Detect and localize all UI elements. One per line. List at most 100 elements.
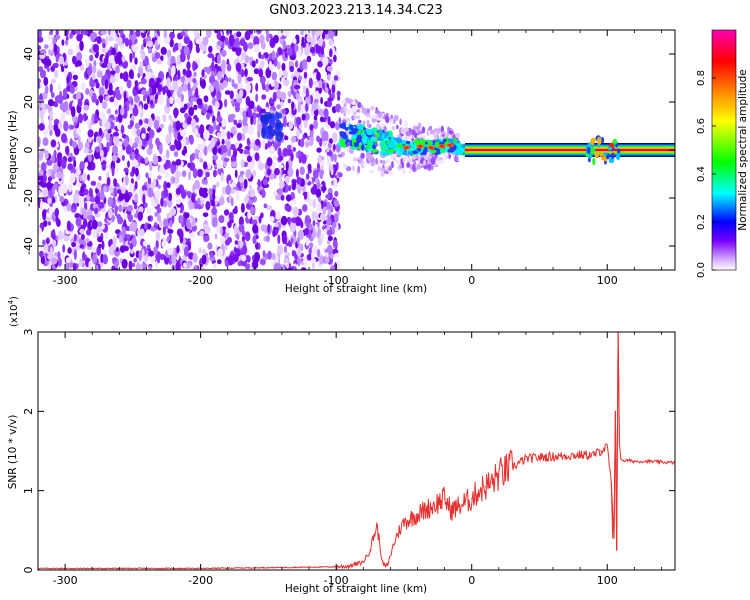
snr-data-point: [437, 502, 439, 504]
spectrogram-noise-cell: [296, 37, 300, 43]
spectrogram-noise-cell: [202, 223, 209, 231]
spectrogram-noise-cell: [259, 34, 265, 45]
spectrogram-noise-cell: [123, 219, 127, 227]
spectrogram-scatter-cell: [366, 108, 370, 114]
spectrogram-noise-cell: [299, 166, 305, 176]
snr-data-point: [416, 513, 419, 516]
spectrogram-noise-cell: [103, 57, 107, 66]
spectrogram-noise-cell: [166, 89, 172, 98]
spectrogram-noise-cell: [282, 70, 288, 79]
spectrogram-noise-cell: [130, 64, 137, 71]
spectrogram-noise-cell: [52, 239, 57, 247]
spectrogram-noise-cell: [242, 116, 247, 127]
spectrogram-noise-cell: [284, 52, 288, 58]
spectrogram-noise-cell: [144, 156, 149, 164]
spectrogram-noise-cell: [326, 214, 330, 225]
spectrogram-scatter-cell: [358, 160, 362, 164]
spectrogram-ridge-cell: [361, 132, 367, 138]
spectrogram-disturbance-cell: [586, 146, 591, 154]
spectrogram-noise-cell: [256, 30, 261, 33]
spectrogram-noise-cell: [196, 168, 203, 178]
spectrogram-scatter-cell: [375, 123, 381, 130]
spectrogram-noise-cell: [96, 182, 102, 190]
spectrogram-scatter-cell: [357, 101, 362, 109]
spectrogram-noise-cell: [54, 69, 59, 79]
spectrogram-noise-cell: [262, 84, 266, 91]
spectrogram-noise-cell: [230, 197, 234, 207]
snr-ylabel: SNR (10 * v/v): [7, 415, 19, 490]
spectrogram-noise-cell: [329, 48, 333, 58]
spectrogram-noise-cell: [285, 108, 289, 114]
spectrogram-noise-cell: [42, 210, 47, 221]
spectrogram-ridge-cell: [395, 147, 400, 153]
spectrogram-noise-cell: [139, 228, 145, 237]
spectrogram-noise-cell: [319, 116, 325, 123]
spectrogram-noise-cell: [214, 30, 219, 34]
spectrogram-noise-cell: [198, 247, 202, 254]
spectrogram-noise-cell: [94, 132, 97, 140]
spectrogram-noise-cell: [282, 30, 288, 37]
spectrogram-noise-cell: [308, 198, 313, 207]
spectrogram-noise-cell: [309, 46, 316, 54]
spectrogram-noise-cell: [188, 40, 193, 51]
spectrogram-noise-cell: [91, 219, 98, 230]
spectrogram-noise-cell: [114, 109, 118, 115]
spectrogram-noise-cell: [294, 43, 298, 54]
spectrogram-noise-cell: [69, 138, 73, 147]
spectrogram-noise-cell: [94, 113, 97, 124]
spectrogram-noise-cell: [95, 82, 100, 89]
spectrogram-noise-cell: [329, 164, 334, 172]
spectrogram-noise-cell: [180, 75, 185, 83]
spectrogram-noise-cell: [178, 42, 183, 51]
spectrogram-noise-cell: [328, 138, 333, 144]
spectrogram-noise-cell: [115, 65, 120, 75]
spectrogram-noise-cell: [208, 125, 214, 134]
spectrogram-noise-cell: [194, 32, 201, 40]
snr-data-point: [471, 498, 473, 500]
spectrogram-noise-cell: [266, 235, 270, 243]
spectrogram-noise-cell: [277, 147, 282, 158]
spectrogram-disturbance-cell: [597, 137, 602, 145]
spectrogram-noise-cell: [245, 168, 252, 179]
spectrogram-noise-cell: [235, 104, 240, 113]
spectrogram-noise-cell: [39, 250, 44, 258]
spectrogram-noise-cell: [146, 71, 153, 78]
spectrogram-noise-cell: [95, 99, 99, 106]
spectrogram-noise-cell: [147, 215, 151, 222]
spectrogram-noise-cell: [141, 133, 146, 140]
snr-data-point: [579, 454, 581, 456]
spectrogram-noise-cell: [169, 38, 174, 48]
spectrogram-noise-cell: [130, 248, 134, 254]
spectrogram-noise-cell: [92, 43, 99, 53]
spectrogram-noise-cell: [108, 55, 115, 64]
spectrogram-noise-cell: [107, 196, 114, 207]
snr-xlabel: Height of straight line (km): [285, 583, 427, 595]
spectrogram-scatter-cell: [427, 129, 431, 135]
spectrogram-noise-cell: [272, 228, 276, 238]
spectrogram-ridge-cell: [339, 123, 346, 129]
spectrogram-noise-cell: [240, 158, 245, 169]
spectrogram-scatter-cell: [391, 125, 396, 131]
spectrogram-noise-cell: [88, 154, 92, 163]
spectrogram-noise-cell: [284, 175, 290, 184]
spectrogram-noise-cell: [203, 146, 208, 156]
spectrogram-noise-cell: [39, 224, 44, 229]
spectrogram-noise-cell: [154, 94, 159, 100]
spectrogram-ridge-cell: [361, 144, 365, 151]
spectrogram-noise-cell: [246, 137, 251, 146]
spectrogram-scatter-cell: [338, 172, 343, 178]
spectrogram-noise-cell: [215, 196, 219, 201]
spectrogram-noise-cell: [83, 147, 89, 154]
spectrogram-noise-cell: [221, 138, 225, 145]
spectrogram-xtick-label: -300: [53, 274, 78, 287]
spectrogram-noise-cell: [296, 128, 300, 139]
spectrogram-noise-cell: [235, 62, 242, 72]
spectrogram-noise-cell: [231, 99, 235, 106]
spectrogram-scatter-cell: [367, 154, 373, 162]
spectrogram-noise-cell: [238, 55, 242, 61]
spectrogram-noise-cell: [218, 215, 225, 224]
spectrogram-ridge-cell: [428, 140, 432, 148]
spectrogram-noise-cell: [269, 216, 275, 222]
spectrogram-noise-cell: [128, 38, 132, 50]
spectrogram-noise-cell: [285, 194, 292, 202]
